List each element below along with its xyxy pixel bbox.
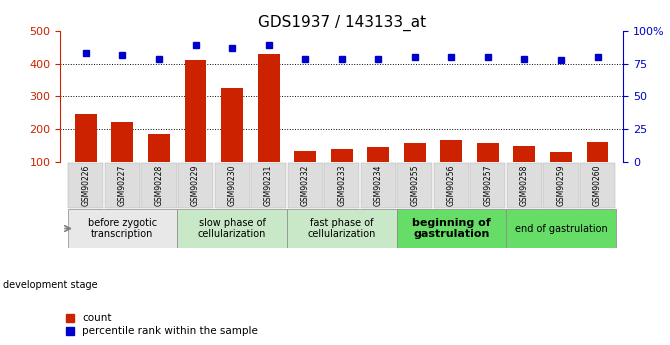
Bar: [367, 147, 389, 195]
FancyBboxPatch shape: [214, 163, 250, 208]
FancyBboxPatch shape: [397, 163, 432, 208]
Text: GSM90228: GSM90228: [155, 165, 163, 206]
Text: GSM90229: GSM90229: [191, 165, 200, 206]
Bar: [477, 143, 499, 195]
FancyBboxPatch shape: [68, 209, 178, 248]
Bar: [75, 114, 97, 195]
Text: GSM90257: GSM90257: [483, 165, 492, 206]
Text: slow phase of
cellularization: slow phase of cellularization: [198, 218, 266, 239]
Bar: [586, 142, 608, 195]
FancyBboxPatch shape: [360, 163, 396, 208]
FancyBboxPatch shape: [433, 163, 469, 208]
FancyBboxPatch shape: [506, 209, 616, 248]
Bar: [148, 134, 170, 195]
FancyBboxPatch shape: [324, 163, 359, 208]
Bar: [513, 146, 535, 195]
Text: GSM90234: GSM90234: [374, 165, 383, 206]
FancyBboxPatch shape: [68, 163, 103, 208]
Legend: count, percentile rank within the sample: count, percentile rank within the sample: [66, 313, 258, 336]
FancyBboxPatch shape: [141, 163, 176, 208]
Bar: [221, 88, 243, 195]
Text: GSM90256: GSM90256: [447, 165, 456, 206]
Bar: [258, 54, 279, 195]
Text: GSM90233: GSM90233: [337, 165, 346, 206]
FancyBboxPatch shape: [178, 209, 287, 248]
Bar: [331, 149, 352, 195]
Text: fast phase of
cellularization: fast phase of cellularization: [308, 218, 376, 239]
FancyBboxPatch shape: [287, 163, 323, 208]
FancyBboxPatch shape: [507, 163, 542, 208]
Text: GSM90230: GSM90230: [228, 165, 237, 206]
FancyBboxPatch shape: [287, 209, 397, 248]
Text: GSM90258: GSM90258: [520, 165, 529, 206]
FancyBboxPatch shape: [178, 163, 213, 208]
Bar: [184, 60, 206, 195]
FancyBboxPatch shape: [470, 163, 505, 208]
Text: GSM90255: GSM90255: [410, 165, 419, 206]
Text: beginning of
gastrulation: beginning of gastrulation: [412, 218, 490, 239]
Bar: [550, 152, 572, 195]
Title: GDS1937 / 143133_at: GDS1937 / 143133_at: [258, 15, 425, 31]
FancyBboxPatch shape: [580, 163, 615, 208]
Bar: [404, 143, 425, 195]
Text: before zygotic
transcription: before zygotic transcription: [88, 218, 157, 239]
Bar: [111, 122, 133, 195]
Text: GSM90259: GSM90259: [557, 165, 565, 206]
Bar: [440, 140, 462, 195]
FancyBboxPatch shape: [397, 209, 506, 248]
Text: GSM90231: GSM90231: [264, 165, 273, 206]
FancyBboxPatch shape: [543, 163, 578, 208]
Text: GSM90226: GSM90226: [81, 165, 90, 206]
Text: GSM90260: GSM90260: [593, 165, 602, 206]
FancyBboxPatch shape: [105, 163, 140, 208]
Text: GSM90227: GSM90227: [118, 165, 127, 206]
FancyBboxPatch shape: [251, 163, 286, 208]
Text: development stage: development stage: [3, 280, 98, 289]
Text: end of gastrulation: end of gastrulation: [515, 224, 607, 234]
Text: GSM90232: GSM90232: [301, 165, 310, 206]
Bar: [294, 151, 316, 195]
